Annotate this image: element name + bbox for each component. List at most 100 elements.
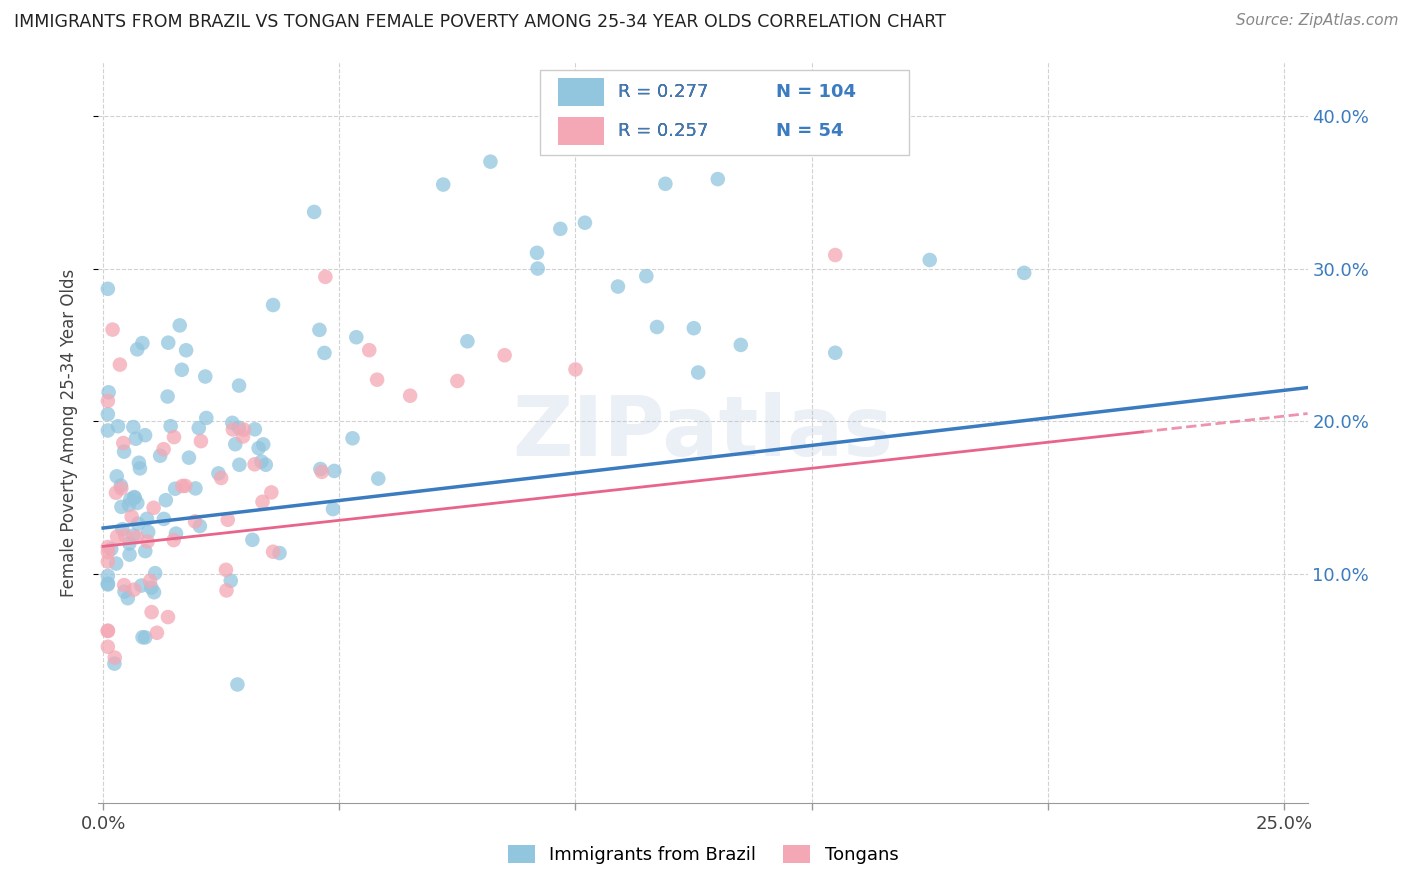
Point [136,534,159,549]
Point [314,269,336,284]
Point [159,419,181,434]
Point [105,469,128,483]
Point [97,577,120,591]
Point [141,605,163,619]
Point [250,454,273,468]
Point [112,578,135,592]
Point [323,464,346,478]
Point [97,385,120,400]
Point [194,369,217,384]
Point [188,519,211,533]
Point [104,650,127,665]
Point [97,407,120,421]
Point [174,343,197,358]
Point [311,465,333,479]
Point [163,430,186,444]
Point [129,461,152,475]
Point [187,421,209,435]
Point [174,479,197,493]
Point [494,348,516,362]
Point [120,492,142,507]
Point [344,330,367,344]
Point [163,533,186,547]
Point [228,378,250,392]
Text: R = 0.257: R = 0.257 [619,121,709,140]
Text: Source: ZipAtlas.com: Source: ZipAtlas.com [1236,13,1399,29]
Point [564,362,586,376]
Point [217,513,239,527]
Point [110,500,132,514]
Point [636,269,658,284]
Point [125,530,148,544]
FancyBboxPatch shape [540,70,908,155]
Point [141,581,163,595]
Point [322,502,344,516]
Point [97,393,120,408]
Point [226,677,249,691]
Point [134,631,156,645]
Y-axis label: Female Poverty Among 25-34 Year Olds: Female Poverty Among 25-34 Year Olds [59,268,77,597]
Point [177,450,200,465]
Point [156,390,179,404]
Point [111,522,134,536]
Point [97,545,120,559]
Point [654,177,676,191]
Point [112,436,135,450]
Point [101,322,124,336]
Point [302,205,325,219]
Point [127,516,149,531]
Point [143,566,166,581]
Point [367,472,389,486]
Point [97,555,120,569]
Text: R = 0.277: R = 0.277 [619,83,709,102]
Point [207,467,229,481]
Text: R = 0.257: R = 0.257 [619,121,709,140]
Point [682,321,704,335]
Point [232,429,254,443]
Point [1012,266,1035,280]
Point [824,345,846,359]
Point [195,411,218,425]
Point [607,279,630,293]
Point [260,485,283,500]
Point [127,343,149,357]
Point [215,563,238,577]
Point [359,343,381,358]
Point [117,591,139,606]
Point [219,574,242,588]
Point [247,441,270,455]
Point [172,479,194,493]
Point [262,298,284,312]
Point [190,434,212,449]
Point [169,318,191,333]
Point [108,358,131,372]
Point [149,449,172,463]
Point [105,529,128,543]
Point [97,624,120,638]
Point [157,335,180,350]
Point [222,422,245,436]
Point [97,624,120,638]
Point [122,582,145,597]
Point [155,493,177,508]
Point [97,282,120,296]
Point [550,222,572,236]
Point [342,431,364,445]
Text: IMMIGRANTS FROM BRAZIL VS TONGAN FEMALE POVERTY AMONG 25-34 YEAR OLDS CORRELATIO: IMMIGRANTS FROM BRAZIL VS TONGAN FEMALE … [14,13,946,31]
Point [128,456,150,470]
Point [127,496,149,510]
Point [574,216,596,230]
Point [104,485,127,500]
Point [152,442,174,457]
Point [97,540,120,554]
Point [918,252,941,267]
Point [131,630,153,644]
Point [314,346,336,360]
Point [170,363,193,377]
Point [121,509,143,524]
Point [918,26,941,40]
Bar [558,117,603,145]
Point [707,172,730,186]
Point [124,491,146,505]
Point [243,458,266,472]
